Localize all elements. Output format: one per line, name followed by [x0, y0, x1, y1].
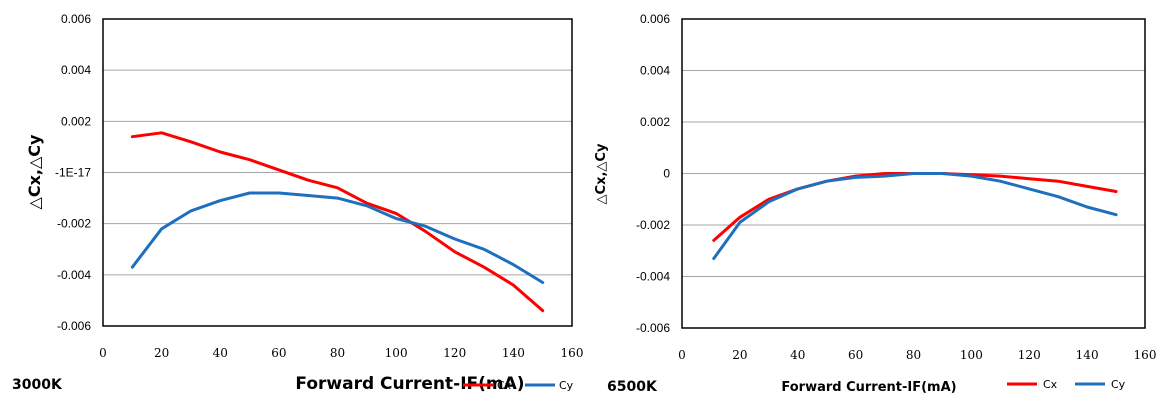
y-tick-label: -0.004	[636, 270, 670, 284]
x-tick-label: 0	[678, 348, 686, 362]
y-axis-label: △Cx,△Cy	[594, 143, 609, 204]
y-tick-label: 0.006	[640, 12, 670, 26]
y-axis-label: △Cx,△Cy	[25, 134, 44, 209]
x-tick-label: 120	[443, 346, 466, 360]
chart-caption: 6500K	[607, 379, 658, 395]
x-tick-label: 40	[213, 346, 228, 360]
x-tick-label: 160	[561, 346, 584, 360]
x-tick-label: 80	[330, 346, 345, 360]
x-axis-label: Forward Current-IF(mA)	[295, 374, 524, 394]
x-tick-label: 40	[790, 348, 805, 362]
legend-label-cy: Cy	[559, 379, 574, 392]
x-tick-label: 140	[502, 346, 525, 360]
x-tick-label: 160	[1134, 348, 1157, 362]
x-tick-label: 20	[154, 346, 169, 360]
y-tick-label: 0.004	[640, 64, 670, 78]
chart-panel-1: -0.006 -0.004 -0.002 -1E-17 0.002 0.004 0.006 0…	[12, 12, 583, 394]
y-tick-label: -0.004	[57, 268, 91, 282]
series-line-cx	[130, 131, 545, 313]
x-tick-label: 140	[1076, 348, 1099, 362]
plot-area-frame	[681, 18, 1146, 329]
y-tick-label: -0.006	[57, 319, 91, 333]
x-tick-label: 0	[99, 346, 107, 360]
x-tick-label: 60	[271, 346, 286, 360]
y-tick-label: 0.002	[640, 115, 670, 129]
y-tick-label: 0	[663, 167, 670, 181]
x-tick-label: 20	[732, 348, 747, 362]
x-tick-label: 120	[1018, 348, 1041, 362]
y-tick-label: 0.004	[61, 63, 91, 77]
series-line-cx	[712, 172, 1118, 242]
x-tick-label: 100	[960, 348, 983, 362]
legend: Cx Cy	[463, 379, 574, 392]
x-tick-label: 80	[906, 348, 921, 362]
y-tick-label: -0.002	[57, 217, 91, 231]
x-axis-label: Forward Current-IF(mA)	[781, 380, 956, 395]
y-tick-label: -0.006	[636, 321, 670, 335]
x-tick-label: 100	[385, 346, 408, 360]
y-tick-label: 0.002	[61, 114, 91, 128]
plot-area-frame	[102, 18, 573, 327]
chart-panel-2: -0.006 -0.004 -0.002 0 0.002 0.004 0.006 0 20 40 6…	[594, 12, 1156, 395]
legend: Cx Cy	[1007, 378, 1126, 391]
chart-caption: 3000K	[12, 377, 63, 393]
legend-label-cy: Cy	[1111, 378, 1126, 391]
y-tick-label: -1E-17	[55, 166, 91, 180]
y-tick-label: 0.006	[61, 12, 91, 26]
series-line-cy	[130, 191, 545, 284]
y-tick-label: -0.002	[636, 218, 670, 232]
legend-label-cx: Cx	[497, 379, 512, 392]
x-tick-label: 60	[848, 348, 863, 362]
legend-label-cx: Cx	[1043, 378, 1058, 391]
series-line-cy	[712, 172, 1118, 260]
